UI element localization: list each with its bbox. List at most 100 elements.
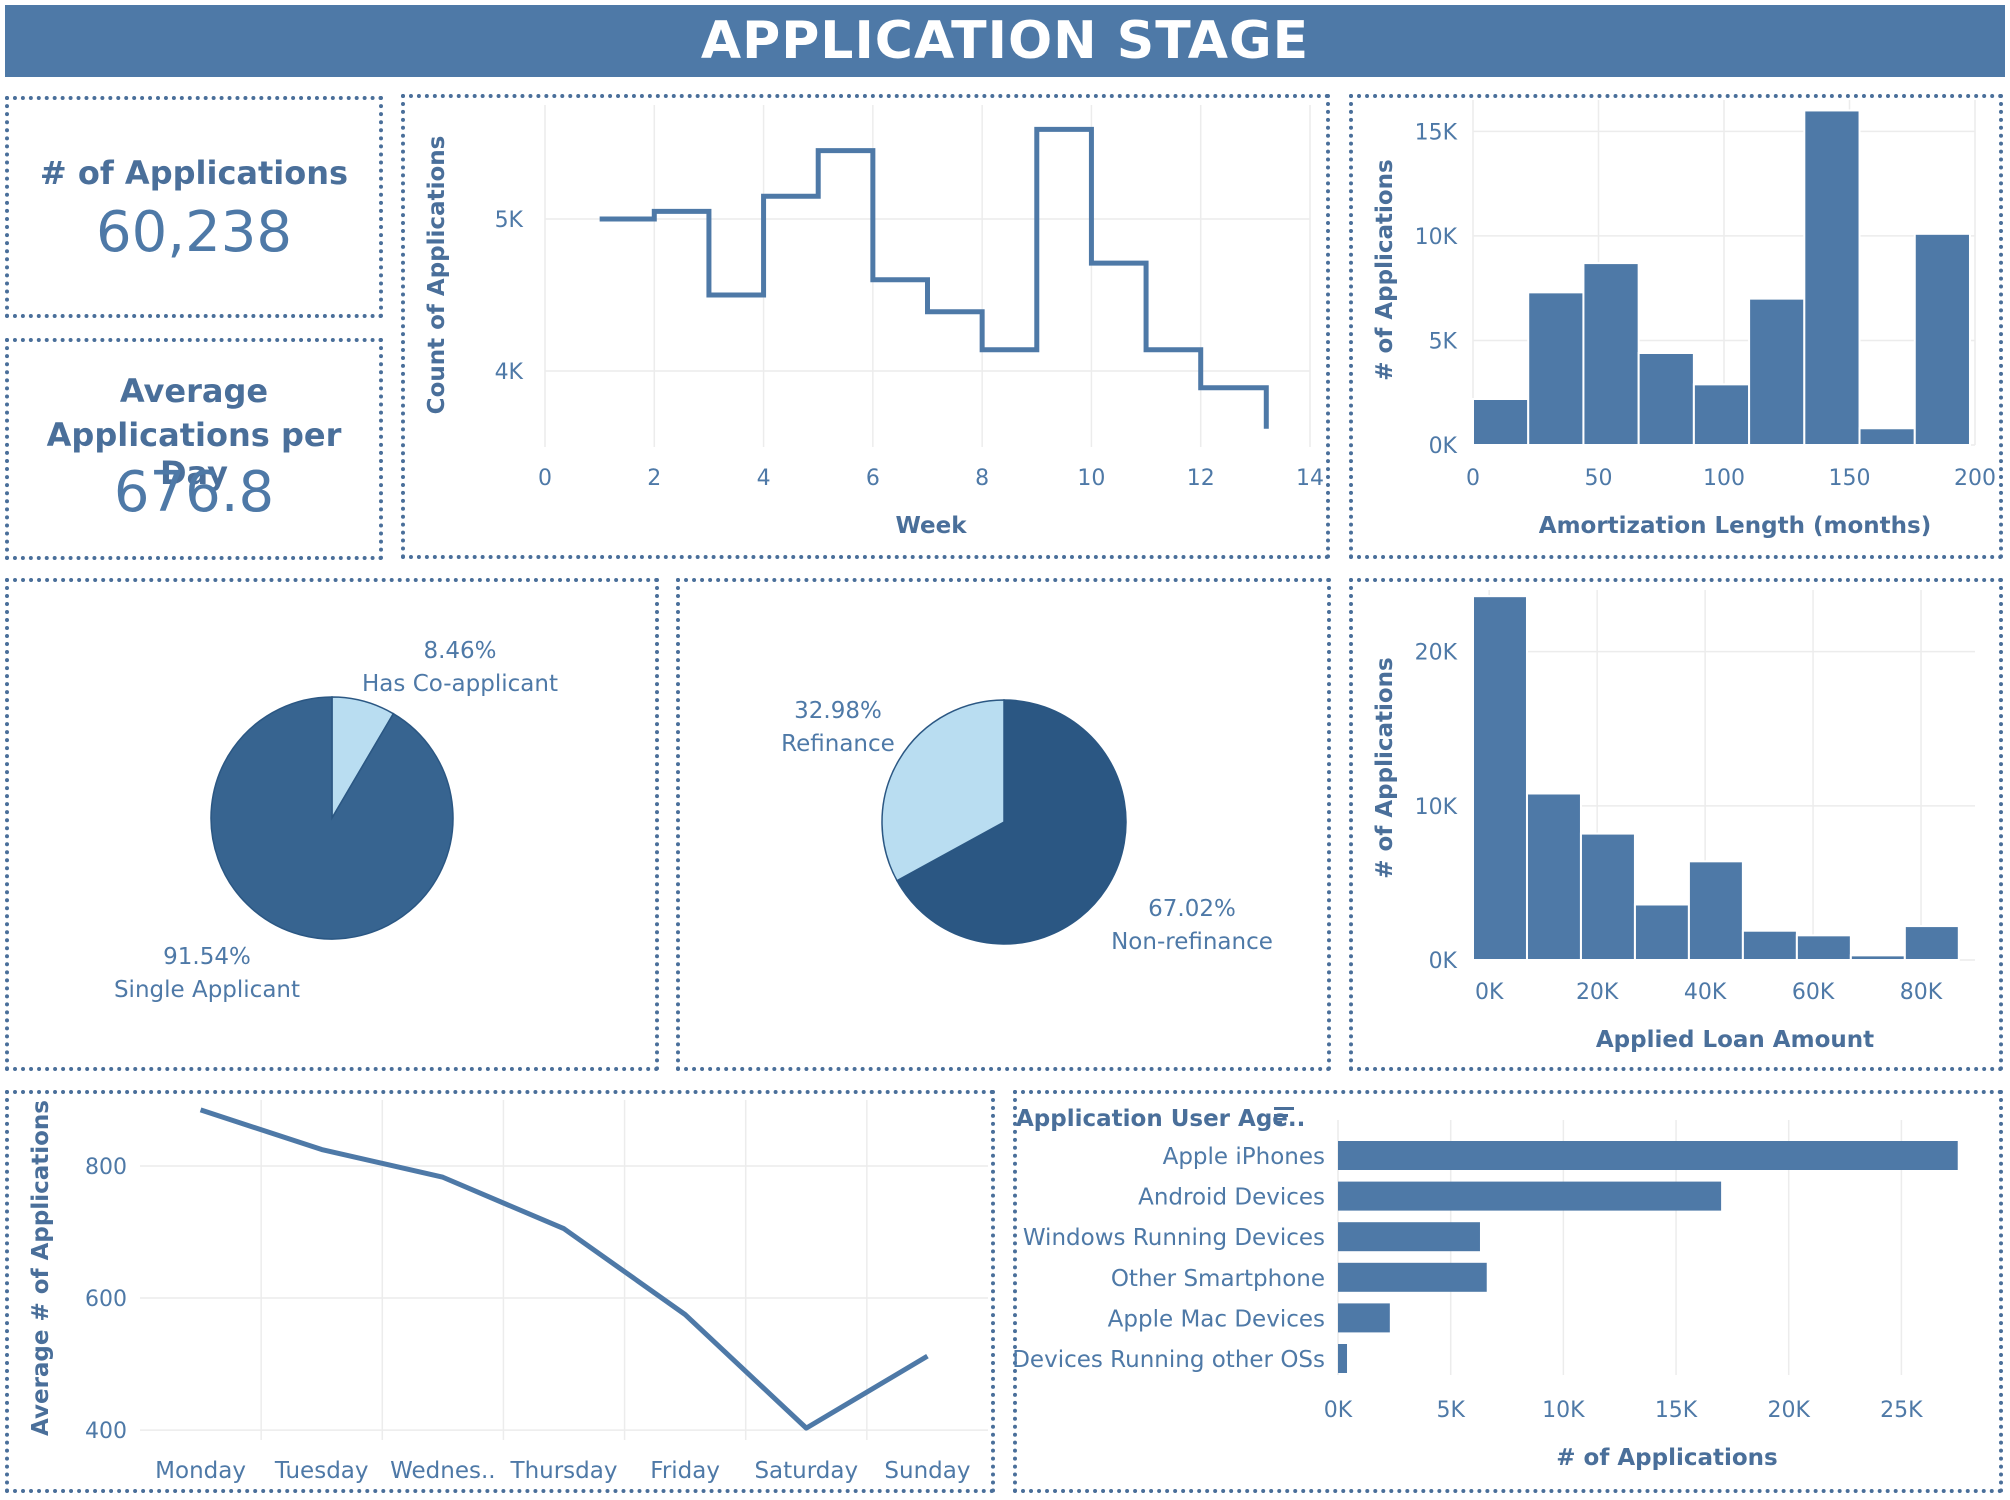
amortization-y-axis-title: # of Applications <box>1372 159 1398 381</box>
loan-amount-y-tick-label: 20K <box>1415 641 1458 666</box>
weekday-x-tick-label: Tuesday <box>274 1458 369 1484</box>
user-agent-x-axis-title: # of Applications <box>1556 1445 1778 1471</box>
weekly-y-axis-title: Count of Applications <box>424 136 450 415</box>
weekday-x-tick-label: Friday <box>650 1458 720 1484</box>
weekly-x-tick-label: 8 <box>975 466 989 491</box>
sort-icon <box>1274 1114 1288 1117</box>
weekly-x-tick-label: 14 <box>1296 466 1324 491</box>
loan-amount-x-tick-label: 40K <box>1684 980 1727 1005</box>
loan-amount-x-axis-title: Applied Loan Amount <box>1596 1027 1874 1053</box>
kpi-avg-label-line1: Average <box>119 372 269 410</box>
loan-amount-bar <box>1741 929 1798 961</box>
weekly-x-tick-label: 4 <box>757 466 771 491</box>
loan-amount-bar <box>1472 595 1528 962</box>
refinance-slice-label: Non-refinance <box>1111 929 1273 955</box>
loan-amount-bar <box>1579 832 1636 961</box>
amortization-chart-panel <box>1349 94 2003 559</box>
user-agent-x-tick-label: 25K <box>1880 1398 1923 1423</box>
weekly-x-tick-label: 6 <box>866 466 880 491</box>
amortization-bar <box>1637 352 1695 446</box>
user-agent-x-tick-label: 5K <box>1436 1398 1465 1423</box>
weekly-chart-panel <box>401 94 1330 559</box>
user-agent-category-label: Apple iPhones <box>1163 1144 1325 1170</box>
weekday-chart-panel <box>5 1090 995 1493</box>
amortization-y-tick-label: 0K <box>1429 434 1458 459</box>
user-agent-category-label: Windows Running Devices <box>1023 1225 1325 1251</box>
user-agent-category-label: Devices Running other OSs <box>1012 1347 1325 1373</box>
amortization-bar <box>1913 232 1971 446</box>
loan-amount-bar <box>1687 860 1744 961</box>
weekly-x-tick-label: 0 <box>538 466 552 491</box>
weekday-x-tick-label: Sunday <box>884 1458 970 1484</box>
amortization-bar <box>1527 291 1585 447</box>
kpi-applications-value: 60,238 <box>96 200 292 265</box>
refinance-slice-percent: 32.98% <box>794 698 882 724</box>
refinance-slice <box>895 699 1127 945</box>
amortization-x-axis-title: Amortization Length (months) <box>1539 513 1931 539</box>
coapplicant-slice-percent: 91.54% <box>163 944 251 970</box>
user-agent-bar <box>1338 1222 1480 1252</box>
user-agent-bar <box>1338 1344 1348 1373</box>
loan-amount-bar <box>1849 954 1906 961</box>
weekday-y-axis-title: Average # of Applications <box>28 1100 54 1436</box>
weekday-y-tick-label: 600 <box>85 1287 127 1312</box>
user-agent-x-tick-label: 10K <box>1542 1398 1585 1423</box>
kpi-avg-value: 676.8 <box>113 460 275 525</box>
amortization-y-tick-label: 10K <box>1415 225 1458 250</box>
loan-amount-y-tick-label: 0K <box>1429 949 1458 974</box>
amortization-y-tick-label: 5K <box>1429 329 1458 354</box>
weekday-x-tick-label: Wednes.. <box>390 1458 495 1484</box>
loan-amount-bar <box>1795 934 1852 961</box>
user-agent-bar <box>1338 1141 1958 1170</box>
weekday-y-tick-label: 400 <box>85 1419 127 1444</box>
user-agent-bar <box>1338 1181 1722 1211</box>
coapplicant-slice-label: Has Co-applicant <box>362 671 558 697</box>
loan-amount-bar <box>1903 925 1960 961</box>
amortization-x-tick-label: 200 <box>1954 466 1996 491</box>
user-agent-x-tick-label: 20K <box>1768 1398 1811 1423</box>
amortization-x-tick-label: 50 <box>1585 466 1613 491</box>
user-agent-bar <box>1338 1303 1390 1333</box>
page-title: APPLICATION STAGE <box>5 5 2005 77</box>
amortization-x-tick-label: 100 <box>1703 466 1745 491</box>
weekly-x-axis-title: Week <box>895 513 967 539</box>
loan-amount-x-tick-label: 80K <box>1900 980 1943 1005</box>
loan-amount-bar <box>1525 792 1582 961</box>
weekly-x-tick-label: 12 <box>1187 466 1215 491</box>
loan-amount-x-tick-label: 20K <box>1576 980 1619 1005</box>
refinance-slice-percent: 67.02% <box>1148 896 1236 922</box>
loan-amount-chart-panel <box>1349 578 2003 1071</box>
loan-amount-x-tick-label: 0K <box>1475 980 1504 1005</box>
amortization-bar <box>1472 398 1530 446</box>
weekday-x-tick-label: Thursday <box>510 1458 618 1484</box>
amortization-bar <box>1803 109 1861 446</box>
amortization-bar <box>1582 262 1640 446</box>
kpi-applications-card: # of Applications 60,238 <box>5 96 383 318</box>
amortization-bar <box>1748 297 1806 446</box>
kpi-avg-label-line2: Applications per Day <box>46 416 342 492</box>
refinance-slice <box>881 699 1005 882</box>
amortization-x-tick-label: 0 <box>1466 466 1480 491</box>
refinance-slice-label: Refinance <box>781 731 895 757</box>
user-agent-category-label: Apple Mac Devices <box>1108 1306 1325 1332</box>
user-agent-x-tick-label: 15K <box>1655 1398 1698 1423</box>
user-agent-category-label: Android Devices <box>1138 1185 1325 1211</box>
amortization-bar <box>1692 383 1751 447</box>
loan-amount-y-tick-label: 10K <box>1415 795 1458 820</box>
user-agent-category-label: Other Smartphone <box>1111 1266 1325 1292</box>
kpi-applications-label: # of Applications <box>39 154 349 192</box>
weekly-x-tick-label: 10 <box>1077 466 1105 491</box>
loan-amount-y-axis-title: # of Applications <box>1372 657 1398 879</box>
weekday-y-tick-label: 800 <box>85 1155 127 1180</box>
user-agent-header: Application User Age.. <box>1016 1106 1305 1132</box>
loan-amount-x-tick-label: 60K <box>1792 980 1835 1005</box>
weekly-y-tick-label: 4K <box>495 360 524 385</box>
amortization-y-tick-label: 15K <box>1415 120 1458 145</box>
weekly-series-line <box>599 126 1269 429</box>
weekday-x-tick-label: Monday <box>155 1458 246 1484</box>
coapplicant-slice-label: Single Applicant <box>114 977 300 1003</box>
coapplicant-slice <box>210 696 454 940</box>
weekly-x-tick-label: 2 <box>647 466 661 491</box>
weekly-y-tick-label: 5K <box>495 208 524 233</box>
